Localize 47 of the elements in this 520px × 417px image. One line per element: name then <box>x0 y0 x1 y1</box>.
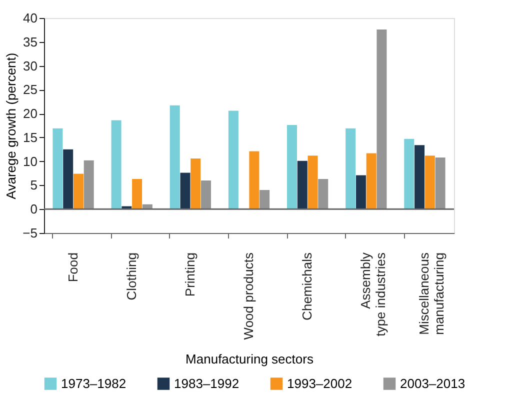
y-tick-label: 40 <box>23 10 38 26</box>
x-axis-title: Manufacturing sectors <box>186 352 314 367</box>
bar <box>346 128 356 210</box>
x-tick-label: Food <box>65 252 80 282</box>
x-tick-label: Clothing <box>124 252 139 300</box>
legend-label: 1983–1992 <box>174 376 240 391</box>
x-tick-label: Assembly type industries <box>358 252 388 336</box>
bar <box>111 120 122 210</box>
y-tick-label: 20 <box>23 106 38 122</box>
bar <box>287 125 297 210</box>
bar <box>435 158 446 210</box>
bar <box>249 151 260 210</box>
y-tick-label: 15 <box>23 130 38 145</box>
y-axis-title: Avarege growth (percent) <box>4 52 19 200</box>
bar <box>190 158 201 210</box>
bar <box>404 138 414 210</box>
legend-label: 1973–1982 <box>61 376 126 391</box>
bar <box>84 160 94 210</box>
bar <box>132 179 142 210</box>
bar <box>318 179 328 210</box>
y-tick-label: 0 <box>30 202 38 217</box>
legend-label: 2003–2013 <box>400 376 466 391</box>
bar <box>63 149 74 210</box>
bar <box>73 174 84 210</box>
y-tick-label: 35 <box>23 34 38 50</box>
bar <box>297 160 308 210</box>
bar <box>366 153 376 210</box>
x-tick-label: Printing <box>182 252 198 297</box>
x-tick-label: Chemichals <box>300 252 315 320</box>
y-tick-label: 25 <box>23 82 38 98</box>
x-tick-label: Wood products <box>241 252 256 340</box>
y-tick-label: 10 <box>23 154 38 169</box>
bar <box>170 105 180 210</box>
bar <box>180 172 190 210</box>
bar <box>228 110 238 210</box>
y-tick-label: −5 <box>22 226 38 240</box>
bar <box>414 145 425 210</box>
bar <box>308 156 318 210</box>
bar <box>356 175 366 210</box>
bar <box>376 29 387 210</box>
bar <box>52 128 63 210</box>
bar <box>260 190 270 210</box>
y-tick-label: 5 <box>30 178 38 193</box>
bar <box>424 156 435 210</box>
legend-label: 1993–2002 <box>287 376 352 391</box>
y-tick-label: 30 <box>23 58 38 74</box>
bar <box>201 180 211 210</box>
